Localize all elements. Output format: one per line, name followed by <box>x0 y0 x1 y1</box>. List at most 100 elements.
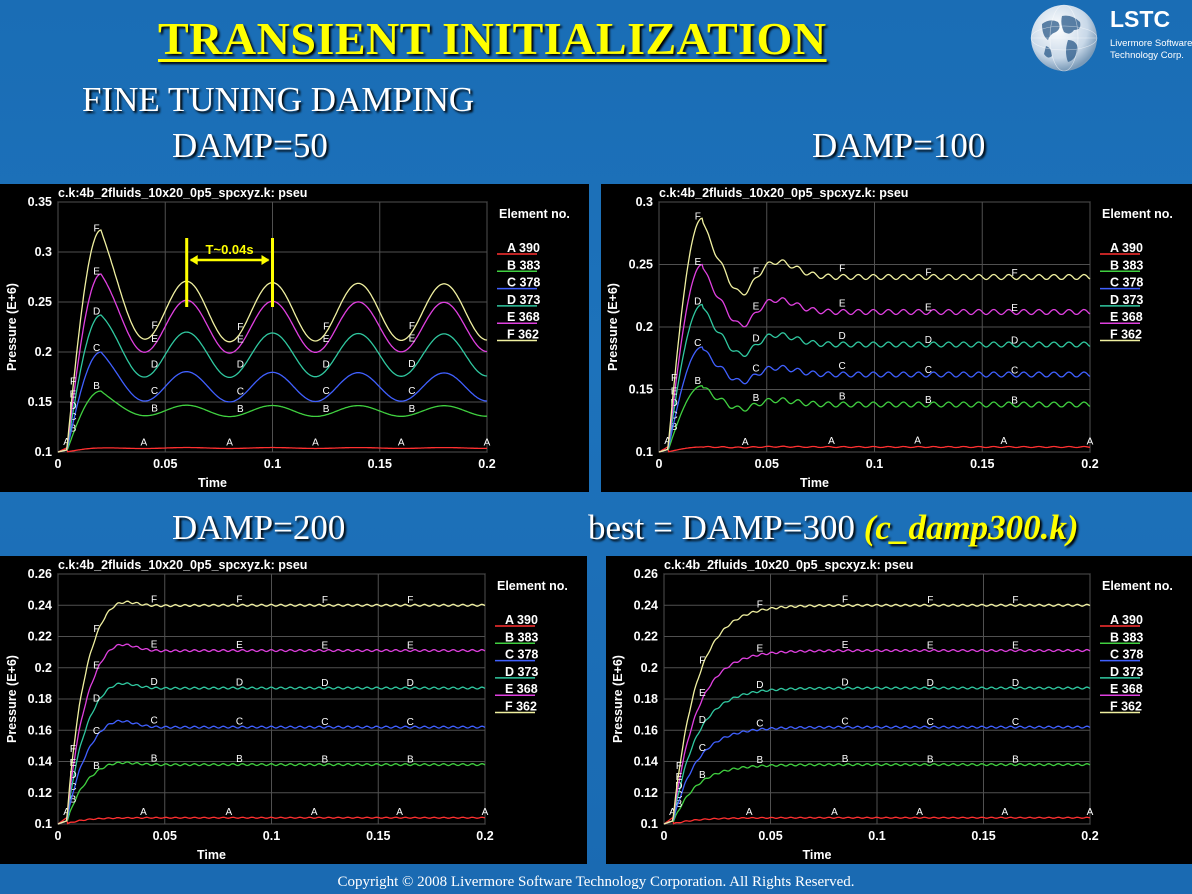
series-marker-f: F <box>236 595 242 606</box>
series-marker-f: F <box>322 595 328 606</box>
series-marker-d: D <box>69 401 76 412</box>
series-line-c <box>57 351 487 453</box>
chart-title: c.k:4b_2fluids_10x20_0p5_spcxyz.k: pseu <box>58 558 307 572</box>
damp-50-label: DAMP=50 <box>172 126 328 165</box>
y-tick-label: 0.1 <box>636 445 653 459</box>
x-tick-label: 0.15 <box>971 829 995 843</box>
series-marker-d: D <box>93 694 100 705</box>
series-marker-a: A <box>63 807 70 818</box>
series-marker-b: B <box>70 423 77 434</box>
series-marker-c: C <box>93 343 100 354</box>
legend-entry-b: B 383 <box>507 258 540 272</box>
series-marker-d: D <box>927 678 934 689</box>
chart-damp-100: c.k:4b_2fluids_10x20_0p5_spcxyz.k: pseu 0… <box>601 184 1192 492</box>
y-tick-label: 0.2 <box>636 320 653 334</box>
series-marker-c: C <box>150 716 157 727</box>
y-tick-label: 0.2 <box>641 661 658 675</box>
best-label-highlight: (c_damp300.k) <box>863 508 1079 547</box>
y-tick-label: 0.24 <box>28 598 52 612</box>
y-tick-label: 0.2 <box>35 345 52 359</box>
series-marker-c: C <box>925 365 932 376</box>
series-marker-b: B <box>925 395 932 406</box>
series-line-f <box>658 217 1091 453</box>
series-line-b <box>663 763 1091 825</box>
series-marker-f: F <box>409 321 415 332</box>
series-marker-b: B <box>323 404 330 415</box>
copyright-text: Copyright © 2008 Livermore Software Tech… <box>337 874 855 890</box>
series-marker-f: F <box>70 744 76 755</box>
series-marker-a: A <box>140 438 147 449</box>
series-marker-d: D <box>69 770 76 781</box>
x-axis-label: Time <box>197 848 226 862</box>
series-marker-a: A <box>312 437 319 448</box>
y-axis-label: Pressure (E+6) <box>611 655 625 743</box>
y-tick-label: 0.25 <box>629 258 653 272</box>
series-line-a <box>57 446 487 453</box>
series-line-f <box>663 603 1091 825</box>
x-axis-label: Time <box>803 848 832 862</box>
series-marker-b: B <box>1011 395 1018 406</box>
chart-damp-100-svg: c.k:4b_2fluids_10x20_0p5_spcxyz.k: pseu 0… <box>606 186 1173 490</box>
series-marker-f: F <box>757 599 763 610</box>
series-marker-d: D <box>407 678 414 689</box>
globe-icon <box>1030 4 1098 72</box>
y-tick-label: 0.14 <box>28 755 52 769</box>
series-marker-a: A <box>746 807 753 818</box>
legend-entry-f: F 362 <box>1110 328 1142 342</box>
legend-entry-d: D 373 <box>507 293 540 307</box>
series-marker-c: C <box>756 718 763 729</box>
series-marker-a: A <box>140 807 147 818</box>
legend-title: Element no. <box>1102 579 1173 593</box>
x-tick-label: 0.1 <box>868 829 885 843</box>
series-marker-c: C <box>407 717 414 728</box>
lstc-logo: LSTC Livermore Software Technology Corp. <box>1022 2 1192 74</box>
chart-damp-200: c.k:4b_2fluids_10x20_0p5_spcxyz.k: pseu 0… <box>0 556 587 864</box>
series-marker-d: D <box>670 398 677 409</box>
series-marker-f: F <box>676 761 682 772</box>
series-marker-c: C <box>237 386 244 397</box>
series-marker-b: B <box>1012 755 1019 766</box>
chart-title: c.k:4b_2fluids_10x20_0p5_spcxyz.k: pseu <box>659 186 908 200</box>
y-tick-label: 0.22 <box>28 630 52 644</box>
series-marker-f: F <box>927 595 933 606</box>
series-marker-d: D <box>321 678 328 689</box>
best-label-prefix: best = DAMP=300 <box>588 508 864 547</box>
series-marker-e: E <box>93 266 100 277</box>
series-marker-c: C <box>675 790 682 801</box>
series-marker-e: E <box>699 688 706 699</box>
x-tick-label: 0 <box>55 457 62 471</box>
legend-title: Element no. <box>499 207 570 221</box>
series-marker-d: D <box>925 335 932 346</box>
series-marker-d: D <box>151 360 158 371</box>
series-marker-f: F <box>925 267 931 278</box>
series-marker-b: B <box>151 753 158 764</box>
series-marker-b: B <box>842 754 849 765</box>
series-line-e <box>663 648 1091 825</box>
legend-entry-b: B 383 <box>505 630 538 644</box>
series-marker-f: F <box>151 594 157 605</box>
slide-title: TRANSIENT INITIALIZATION <box>158 13 827 64</box>
series-marker-a: A <box>742 437 749 448</box>
series-marker-d: D <box>752 333 759 344</box>
series-marker-e: E <box>93 661 100 672</box>
series-marker-c: C <box>323 386 330 397</box>
legend-entry-a: A 390 <box>1110 241 1143 255</box>
y-tick-label: 0.15 <box>28 395 52 409</box>
series-marker-f: F <box>323 321 329 332</box>
series-marker-a: A <box>916 807 923 818</box>
series-line-c <box>57 719 486 825</box>
series-marker-f: F <box>1012 268 1018 279</box>
series-marker-e: E <box>407 640 414 651</box>
y-axis-label: Pressure (E+6) <box>606 283 620 371</box>
series-marker-e: E <box>70 389 77 400</box>
series-marker-f: F <box>1012 595 1018 606</box>
series-marker-c: C <box>1012 717 1019 728</box>
series-marker-e: E <box>842 640 849 651</box>
series-marker-a: A <box>664 436 671 447</box>
legend-entry-d: D 373 <box>1110 665 1143 679</box>
series-marker-e: E <box>839 299 846 310</box>
series-marker-a: A <box>828 436 835 447</box>
y-tick-label: 0.26 <box>28 567 52 581</box>
legend-entry-f: F 362 <box>507 328 539 342</box>
legend-entry-a: A 390 <box>505 613 538 627</box>
